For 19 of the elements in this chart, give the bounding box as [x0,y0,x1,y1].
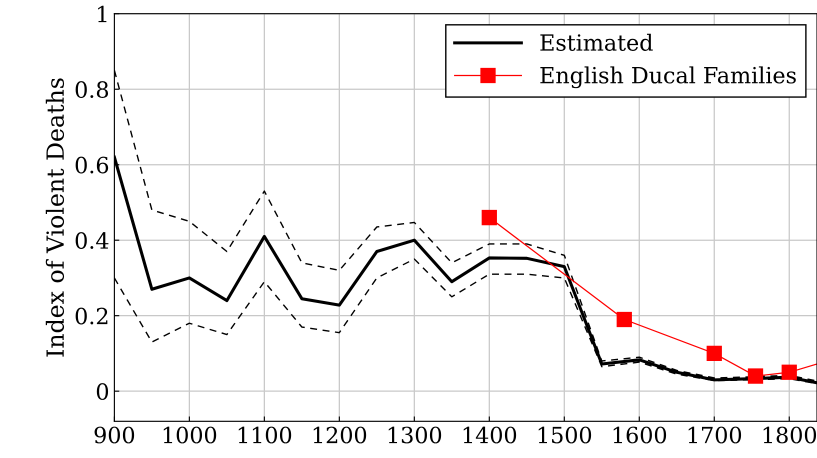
y-tick-label: 0 [96,383,108,400]
legend-label: English Ducal Families [540,66,796,88]
x-tick-label: 900 [94,426,134,444]
y-tick-label: 0.8 [76,81,108,98]
x-tick-label: 1100 [238,426,292,444]
y-axis-title: Index of Violent Deaths [46,78,64,357]
x-tick-label: 1600 [614,426,666,444]
x-tick-label: 1800 [764,426,816,444]
y-tick-label: 0.4 [76,232,108,249]
y-tick-label: 1 [98,6,106,22]
x-tick-label: 1300 [388,426,442,444]
x-tick-label: 1500 [538,426,592,444]
y-tick-label: 0.6 [76,156,108,174]
x-tick-label: 1000 [164,426,216,444]
x-tick-label: 1400 [464,426,516,444]
legend-label: Estimated [540,34,653,51]
x-tick-label: 1700 [688,426,742,444]
x-tick-label: 1200 [314,426,366,444]
y-tick-label: 0.2 [76,308,108,324]
